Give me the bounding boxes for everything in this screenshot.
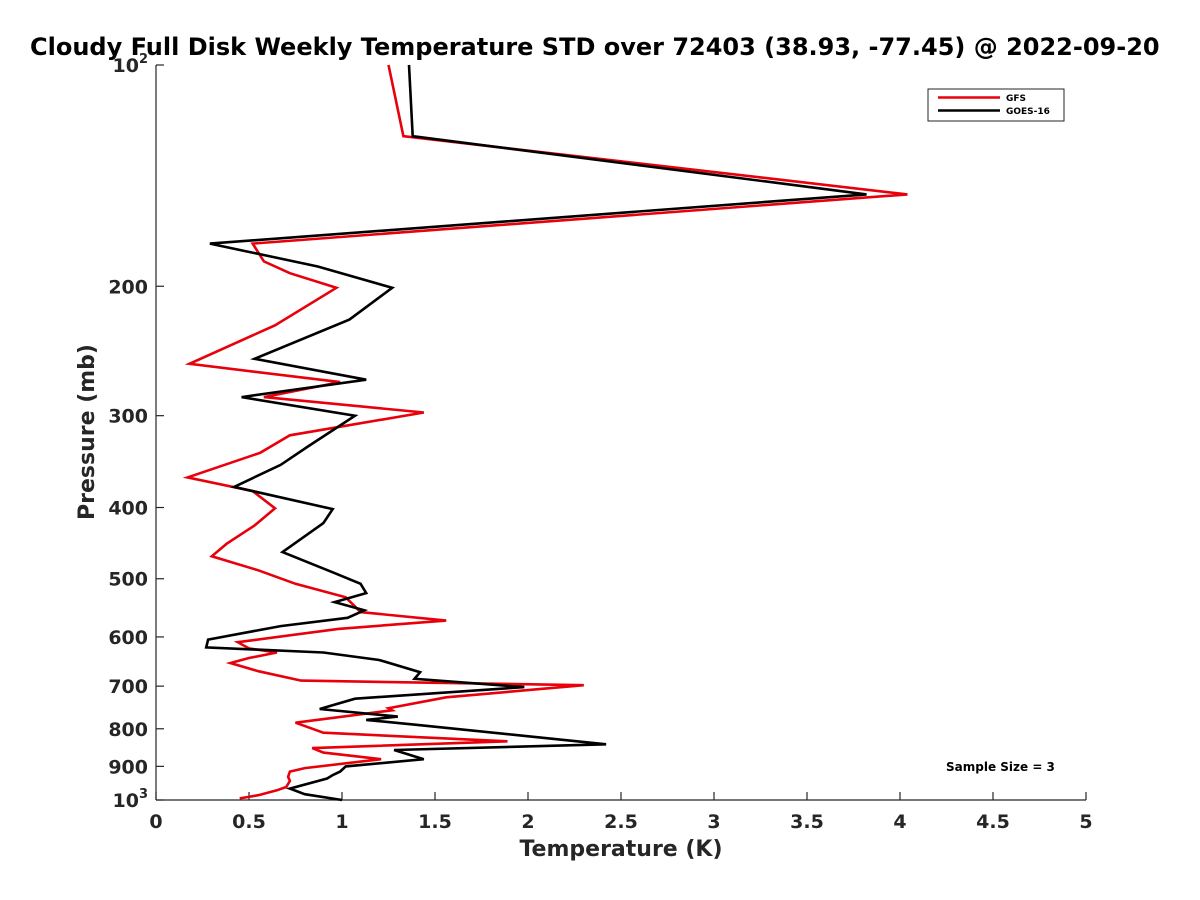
legend: GFS GOES-16 xyxy=(927,88,1065,122)
legend-label-gfs: GFS xyxy=(1006,94,1026,104)
x-tick-label: 4 xyxy=(893,811,906,833)
y-tick-label: 103 xyxy=(113,787,149,812)
series-line-goes16 xyxy=(204,64,867,802)
series-line-gfs xyxy=(182,64,908,800)
x-tick-label: 0.5 xyxy=(232,811,266,833)
legend-box xyxy=(927,88,1065,122)
x-tick-label: 2 xyxy=(521,811,534,833)
sample-size-annotation: Sample Size = 3 xyxy=(946,760,1055,774)
y-tick-label: 200 xyxy=(108,276,148,298)
legend-label-goes16: GOES-16 xyxy=(1006,107,1050,117)
x-tick-label: 5 xyxy=(1079,811,1092,833)
x-tick-label: 2.5 xyxy=(604,811,638,833)
y-axis-ticks: 102 200 300 400 500 600 700 800 900 103 xyxy=(108,52,164,812)
x-axis-label: Temperature (K) xyxy=(519,837,722,862)
y-tick-label: 300 xyxy=(108,406,148,428)
y-tick-label: 700 xyxy=(108,676,148,698)
x-tick-label: 3 xyxy=(707,811,720,833)
x-tick-label: 1.5 xyxy=(418,811,452,833)
y-tick-label: 500 xyxy=(108,569,148,591)
y-tick-label: 102 xyxy=(113,52,149,77)
x-tick-label: 4.5 xyxy=(976,811,1010,833)
y-tick-label: 400 xyxy=(108,498,148,520)
y-tick-label: 800 xyxy=(108,719,148,741)
y-tick-label: 900 xyxy=(108,756,148,778)
x-tick-label: 3.5 xyxy=(790,811,824,833)
x-tick-label: 1 xyxy=(335,811,348,833)
chart-title: Cloudy Full Disk Weekly Temperature STD … xyxy=(30,33,1160,61)
series-lines xyxy=(182,64,908,802)
y-axis-label: Pressure (mb) xyxy=(75,344,100,520)
x-axis-ticks: 0 0.5 1 1.5 2 2.5 3 3.5 4 4.5 5 xyxy=(149,792,1093,833)
y-tick-label: 600 xyxy=(108,627,148,649)
x-tick-label: 0 xyxy=(149,811,162,833)
